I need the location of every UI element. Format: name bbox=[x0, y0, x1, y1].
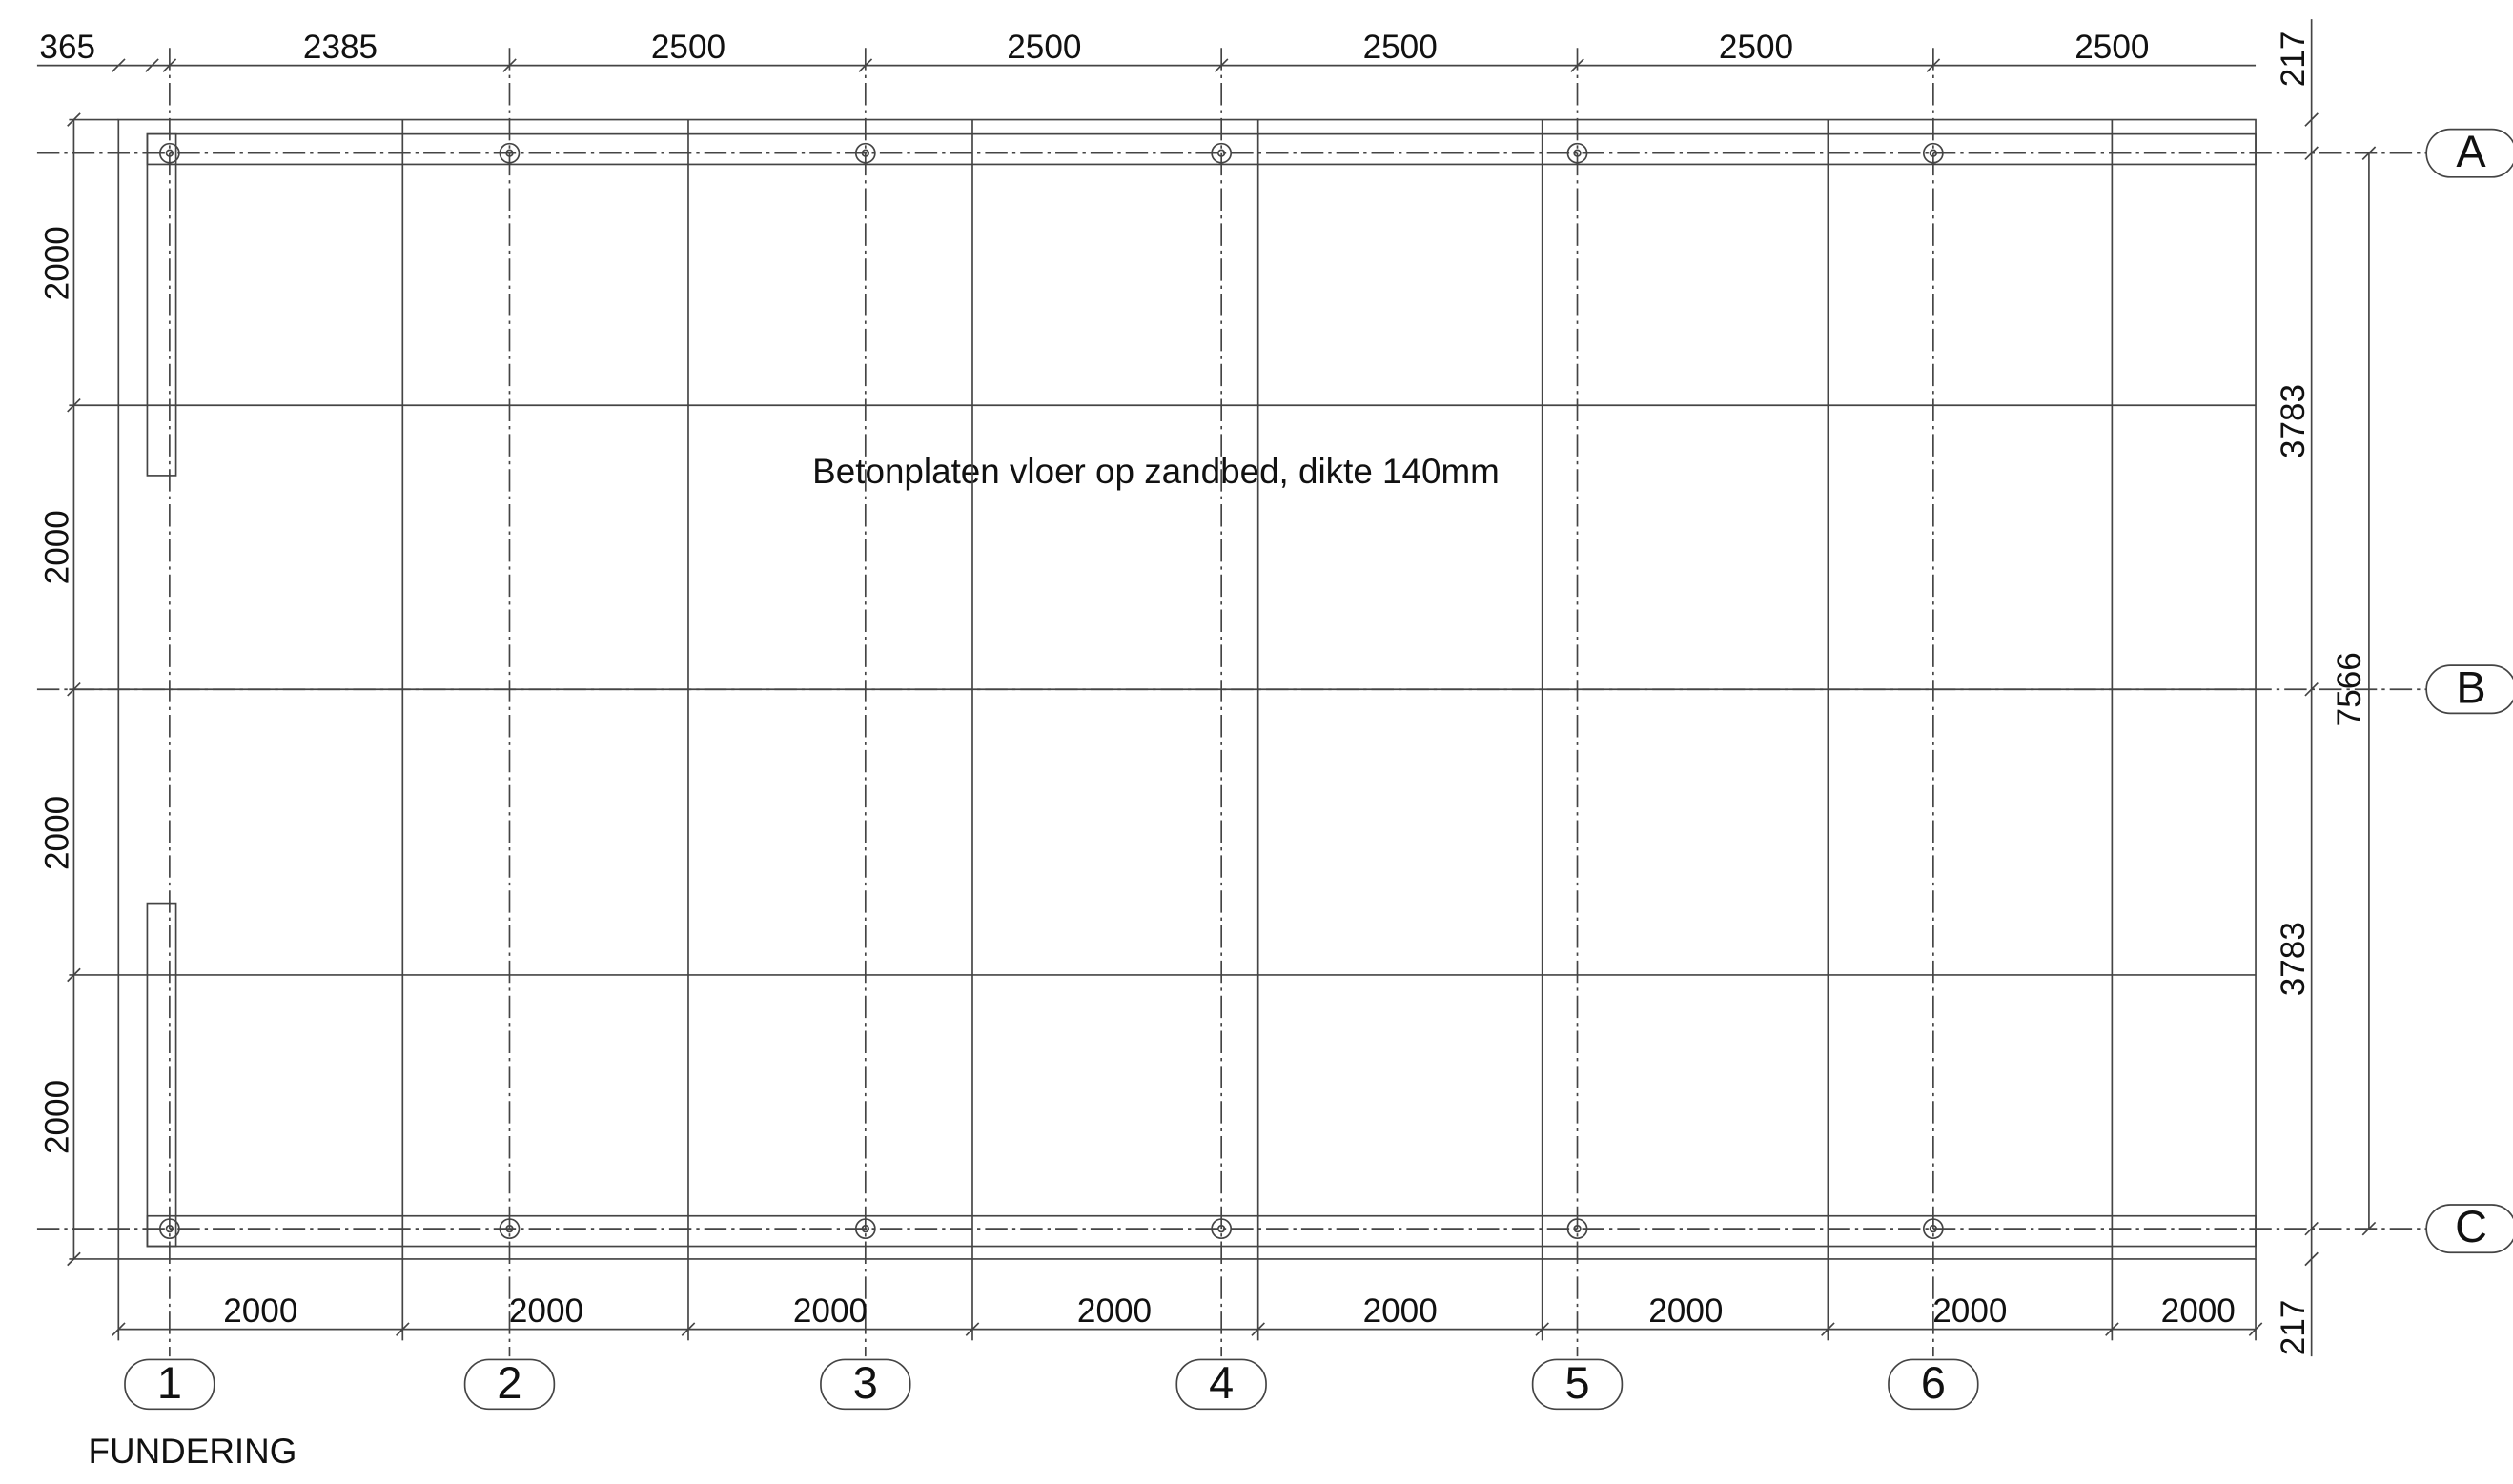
dim-tick bbox=[1251, 1322, 1265, 1336]
dim-tick bbox=[2304, 681, 2319, 697]
dim-tick bbox=[502, 58, 517, 72]
dim-text: 2000 bbox=[39, 1080, 76, 1154]
axis-label: A bbox=[2456, 127, 2486, 176]
dim-tick bbox=[2304, 112, 2319, 127]
dim-tick bbox=[2304, 1221, 2319, 1236]
dim-text: 2000 bbox=[39, 796, 76, 870]
dim-tick bbox=[162, 58, 177, 72]
dim-text: 7566 bbox=[2331, 652, 2368, 726]
drawing-title: FUNDERING bbox=[88, 1432, 296, 1471]
dim-tick bbox=[858, 58, 873, 72]
axis-label: 5 bbox=[1564, 1358, 1589, 1408]
axis-label: 6 bbox=[1921, 1358, 1946, 1408]
dim-text: 2000 bbox=[793, 1292, 868, 1330]
axis-bubble bbox=[2425, 128, 2513, 178]
dim-tick bbox=[67, 1251, 81, 1267]
dim-text: 3783 bbox=[2275, 384, 2312, 458]
dim-tick bbox=[2105, 1322, 2119, 1336]
dim-text: 2000 bbox=[509, 1292, 583, 1330]
dim-tick bbox=[2248, 1322, 2263, 1336]
dim-tick bbox=[112, 1322, 126, 1336]
dim-tick bbox=[2304, 146, 2319, 161]
dim-text: 2500 bbox=[2074, 29, 2149, 66]
dim-text: 2500 bbox=[1719, 29, 1793, 66]
dim-tick bbox=[1535, 1322, 1549, 1336]
dim-tick bbox=[2304, 1251, 2319, 1267]
dim-text: 2000 bbox=[1363, 1292, 1438, 1330]
axis-bubble bbox=[2425, 664, 2513, 715]
axis-label: 2 bbox=[497, 1358, 521, 1408]
dim-tick bbox=[112, 58, 126, 72]
dim-text: 2000 bbox=[1077, 1292, 1152, 1330]
dim-tick bbox=[1821, 1322, 1835, 1336]
dim-tick bbox=[145, 58, 159, 72]
dim-tick bbox=[681, 1322, 696, 1336]
axis-label: 4 bbox=[1209, 1358, 1234, 1408]
axis-label: B bbox=[2456, 662, 2485, 712]
dim-text: 2385 bbox=[303, 29, 378, 66]
axis-bubble bbox=[2425, 1204, 2513, 1254]
beams bbox=[146, 132, 2257, 1248]
dim-text: 2000 bbox=[39, 510, 76, 584]
dim-tick bbox=[67, 681, 81, 697]
dim-text: 2500 bbox=[1363, 29, 1438, 66]
dim-text: 217 bbox=[2275, 31, 2312, 88]
dim-text: 2000 bbox=[1648, 1292, 1723, 1330]
dim-tick bbox=[1570, 58, 1584, 72]
dim-tick bbox=[396, 1322, 410, 1336]
dim-text: 2000 bbox=[1932, 1292, 2007, 1330]
dim-tick bbox=[2361, 146, 2377, 161]
dim-text: 2000 bbox=[2161, 1292, 2236, 1330]
axis-bubble bbox=[463, 1358, 556, 1411]
dim-text: 365 bbox=[39, 29, 95, 66]
dim-text: 3783 bbox=[2275, 922, 2312, 996]
dim-text: 2000 bbox=[223, 1292, 297, 1330]
axis-label: 3 bbox=[853, 1358, 878, 1408]
axis-bubble bbox=[1175, 1358, 1267, 1411]
dim-text: 2500 bbox=[651, 29, 725, 66]
dim-tick bbox=[67, 967, 81, 983]
dim-text: 217 bbox=[2275, 1300, 2312, 1356]
axis-label: C bbox=[2455, 1202, 2487, 1251]
dim-text: 2500 bbox=[1007, 29, 1081, 66]
dim-tick bbox=[1926, 58, 1941, 72]
axis-bubble bbox=[124, 1358, 215, 1411]
axis-bubble bbox=[1888, 1358, 1979, 1411]
axis-bubble bbox=[820, 1358, 911, 1411]
dim-tick bbox=[67, 397, 81, 413]
axis-label: 1 bbox=[157, 1358, 182, 1408]
dim-tick bbox=[2361, 1221, 2377, 1236]
axis-bubble bbox=[1531, 1358, 1624, 1411]
dim-tick bbox=[965, 1322, 980, 1336]
dim-tick bbox=[1214, 58, 1229, 72]
note: Betonplaten vloer op zandbed, dikte 140m… bbox=[812, 452, 1500, 491]
dim-text: 2000 bbox=[39, 226, 76, 300]
dim-tick bbox=[67, 112, 81, 127]
